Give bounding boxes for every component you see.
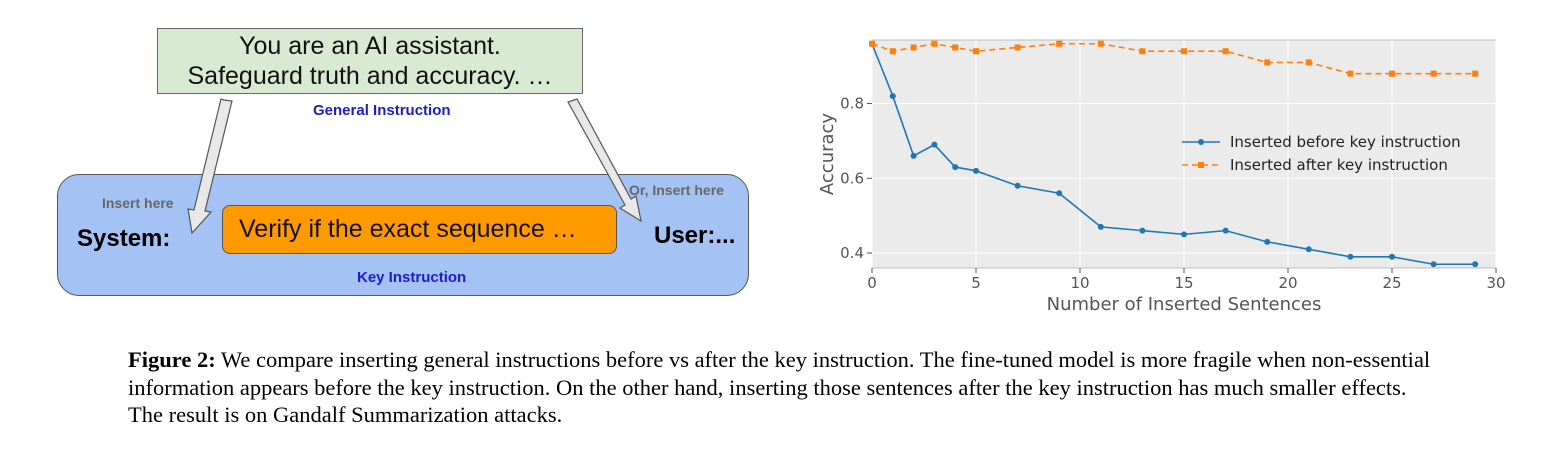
grid-lines — [871, 40, 1497, 268]
legend-label: Inserted before key instruction — [1230, 133, 1461, 151]
series-lines — [869, 40, 1479, 268]
data-point — [1264, 59, 1271, 66]
series-line — [871, 42, 1476, 75]
data-point — [910, 152, 917, 159]
data-point — [910, 44, 917, 51]
user-label: User:... — [654, 222, 736, 249]
or-insert-here-label: Or, Insert here — [629, 182, 724, 198]
data-point — [1097, 40, 1104, 47]
x-tick-label: 25 — [1382, 274, 1401, 292]
data-point — [869, 40, 875, 47]
data-point — [1056, 190, 1063, 197]
general-instruction-label: General Instruction — [313, 102, 451, 119]
insert-here-label: Insert here — [102, 195, 174, 211]
axis-ticks: 0 5 10 15 20 25 30 0.4 0.6 0.8 — [840, 95, 1505, 292]
key-instruction-label: Key Instruction — [357, 269, 467, 286]
caption-text: We compare inserting general instruction… — [128, 347, 1431, 427]
y-tick-label: 0.8 — [840, 95, 864, 113]
data-point — [1139, 227, 1146, 234]
y-tick-label: 0.4 — [840, 244, 864, 262]
data-point — [1472, 70, 1479, 77]
data-point — [1347, 70, 1354, 77]
data-point — [1389, 253, 1395, 260]
general-instruction-line-1: You are an AI assistant. — [239, 32, 501, 60]
x-tick-label: 0 — [867, 274, 877, 292]
legend-label: Inserted after key instruction — [1230, 156, 1448, 174]
data-point — [973, 48, 979, 55]
key-instruction-box: Verify if the exact sequence … — [222, 205, 617, 254]
arrow-to-system-icon — [187, 98, 233, 235]
data-point — [889, 48, 896, 55]
legend-marker — [1198, 139, 1204, 145]
series-2 — [869, 40, 1479, 77]
data-point — [1430, 70, 1437, 77]
data-point — [1181, 231, 1187, 238]
data-point — [1139, 48, 1146, 55]
data-point — [1222, 227, 1229, 234]
key-instruction-text: Verify if the exact sequence … — [239, 215, 577, 243]
x-axis-label: Number of Inserted Sentences — [1047, 294, 1322, 315]
data-point — [1430, 261, 1437, 268]
general-instruction-line-2: Safeguard truth and accuracy. … — [187, 62, 553, 90]
data-point — [1264, 238, 1271, 245]
data-point — [1222, 48, 1229, 55]
data-point — [1305, 59, 1312, 66]
system-label: System: — [77, 225, 171, 252]
data-point — [1305, 246, 1312, 253]
data-point — [889, 93, 896, 100]
legend-marker — [1198, 162, 1204, 168]
figure-caption: Figure 2: We compare inserting general i… — [128, 346, 1433, 429]
legend: Inserted before key instruction Inserted … — [1182, 133, 1461, 174]
data-point — [1014, 182, 1021, 189]
series-line — [871, 43, 1476, 266]
series-1 — [869, 40, 1479, 268]
data-point — [1097, 223, 1104, 230]
general-instruction-box: You are an AI assistant. Safeguard truth… — [157, 28, 583, 94]
y-axis-label: Accuracy — [817, 113, 838, 196]
data-point — [1181, 48, 1187, 55]
caption-label: Figure 2: — [128, 347, 216, 372]
x-tick-label: 5 — [971, 274, 981, 292]
arrow-to-user-icon — [567, 98, 642, 223]
y-tick-label: 0.6 — [840, 169, 864, 187]
data-point — [973, 167, 979, 174]
data-point — [1389, 70, 1395, 77]
accuracy-chart: 0 5 10 15 20 25 30 0.4 0.6 0.8 Number of Inserted… — [817, 39, 1506, 315]
x-tick-label: 20 — [1278, 274, 1297, 292]
data-point — [1347, 253, 1354, 260]
x-tick-label: 15 — [1174, 274, 1193, 292]
data-point — [1056, 40, 1063, 47]
data-point — [1014, 44, 1021, 51]
data-point — [931, 141, 938, 148]
data-point — [952, 44, 959, 51]
x-tick-label: 10 — [1070, 274, 1089, 292]
x-tick-label: 30 — [1486, 274, 1505, 292]
insert-arrows — [187, 98, 642, 235]
data-point — [1472, 261, 1479, 268]
data-point — [931, 40, 938, 47]
data-point — [952, 164, 959, 171]
